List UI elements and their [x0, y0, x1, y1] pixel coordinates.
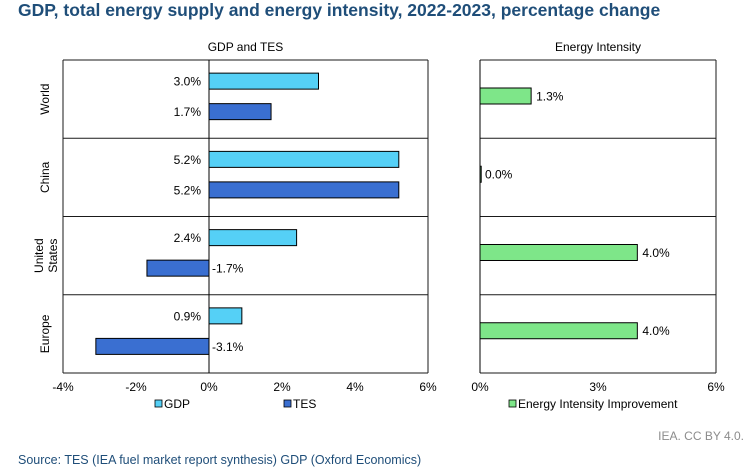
credit-text: IEA. CC BY 4.0.	[658, 429, 744, 443]
x-tick-label: -2%	[125, 380, 147, 394]
legend-swatch-gdp	[154, 399, 163, 408]
data-label-gdp: 5.2%	[174, 153, 202, 167]
data-label-gdp: 2.4%	[174, 231, 202, 245]
bar-gdp-china	[208, 150, 400, 168]
data-label-energy-intensity-improvement: 0.0%	[485, 168, 513, 182]
legend-label-energy-intensity-improvement: Energy Intensity Improvement	[518, 397, 678, 411]
data-label-gdp: 3.0%	[174, 75, 202, 89]
x-tick-label: 6%	[707, 380, 725, 394]
data-label-tes: 5.2%	[174, 183, 202, 197]
data-label-tes: 1.7%	[174, 105, 202, 119]
bar-tes-china	[208, 181, 400, 199]
gdp-tes-panel: GDP and TES -4% -2% 0% 2% 4% 6% World China Unite…	[32, 40, 437, 411]
data-label-gdp: 0.9%	[174, 309, 202, 323]
data-label-energy-intensity-improvement: 1.3%	[536, 89, 564, 103]
x-tick-label: 3%	[589, 380, 607, 394]
chart-title: GDP, total energy supply and energy inte…	[18, 0, 661, 20]
legend-label-tes: TES	[293, 397, 316, 411]
bar-gdp-united-states	[208, 229, 298, 247]
bar-energy-intensity-improvement-china	[479, 165, 482, 183]
energy-intensity-panel: Energy Intensity 0% 3% 6% 1.3% 0.0% 4.0% 4.0% En…	[471, 40, 725, 411]
data-label-tes: -1.7%	[212, 262, 244, 276]
panel-title-energy-intensity: Energy Intensity	[555, 40, 641, 54]
bar-gdp-europe	[208, 307, 243, 325]
category-label-europe: Europe	[38, 314, 52, 353]
bar-energy-intensity-improvement-world	[479, 87, 532, 105]
x-tick-label: 4%	[346, 380, 364, 394]
bar-energy-intensity-improvement-united-states	[479, 243, 638, 261]
bar-tes-united-states	[146, 259, 210, 277]
data-label-energy-intensity-improvement: 4.0%	[642, 246, 670, 260]
x-tick-label: 0%	[471, 380, 489, 394]
bar-gdp-world	[208, 72, 319, 90]
legend-swatch-energy-intensity-improvement	[508, 399, 517, 408]
source-text: Source: TES (IEA fuel market report synt…	[18, 453, 422, 467]
panel-title-gdp-and-tes: GDP and TES	[208, 40, 284, 54]
data-label-tes: -3.1%	[212, 340, 244, 354]
bar-tes-europe	[95, 337, 210, 355]
x-tick-label: 0%	[200, 380, 218, 394]
bar-energy-intensity-improvement-europe	[479, 322, 638, 340]
x-tick-label: -4%	[52, 380, 74, 394]
category-label-united-states: UnitedStates	[32, 238, 60, 273]
bar-tes-world	[208, 103, 272, 121]
legend-label-gdp: GDP	[164, 397, 190, 411]
category-label-china: China	[38, 161, 52, 193]
x-tick-label: 6%	[419, 380, 437, 394]
data-label-energy-intensity-improvement: 4.0%	[642, 324, 670, 338]
category-label-world: World	[38, 84, 52, 115]
legend-swatch-tes	[283, 399, 292, 408]
x-tick-label: 2%	[273, 380, 291, 394]
